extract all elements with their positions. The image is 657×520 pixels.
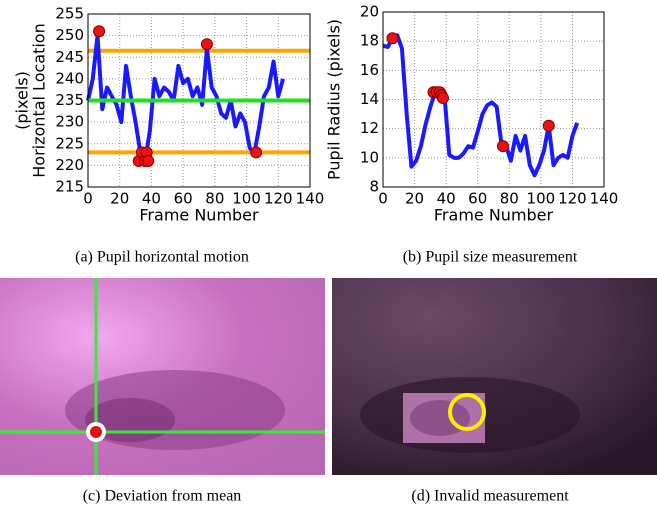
x-tick-label: 140 bbox=[296, 190, 325, 208]
plot-frame bbox=[382, 11, 605, 188]
marker bbox=[250, 146, 263, 159]
y-tick-label: 255 bbox=[55, 5, 84, 23]
marker bbox=[436, 92, 449, 105]
marker bbox=[496, 140, 509, 153]
marker bbox=[200, 38, 213, 51]
y-tick-label: 240 bbox=[55, 69, 84, 87]
x-tick-label: 0 bbox=[83, 190, 93, 208]
y-tick-label: 14 bbox=[360, 90, 379, 108]
y-tick-label: 8 bbox=[369, 178, 379, 196]
marker bbox=[142, 155, 155, 168]
x-tick-label: 60 bbox=[174, 190, 193, 208]
x-tick-label: 80 bbox=[500, 190, 519, 208]
x-tick-label: 80 bbox=[205, 190, 224, 208]
caption: (d) Invalid measurement bbox=[411, 488, 569, 505]
y-tick-label: 16 bbox=[360, 61, 379, 79]
y-tick-label: 10 bbox=[360, 148, 379, 166]
data-line bbox=[86, 33, 285, 164]
y-tick-label: 12 bbox=[360, 119, 379, 137]
y-tick-label: 245 bbox=[55, 48, 84, 66]
x-axis-label: Frame Number bbox=[139, 206, 259, 225]
marker bbox=[93, 25, 106, 38]
x-tick-label: 120 bbox=[264, 190, 293, 208]
plot-frame bbox=[87, 13, 311, 188]
x-tick-label: 100 bbox=[232, 190, 261, 208]
y-tick-label: 18 bbox=[360, 32, 379, 50]
y-tick-label: 235 bbox=[55, 91, 84, 109]
y-axis-label: Horizontal Location bbox=[30, 23, 49, 177]
caption: (b) Pupil size measurement bbox=[403, 249, 578, 266]
marker bbox=[542, 119, 555, 132]
x-tick-label: 40 bbox=[142, 190, 161, 208]
x-tick-label: 20 bbox=[405, 190, 424, 208]
y-tick-label: 215 bbox=[55, 178, 84, 196]
x-tick-label: 140 bbox=[590, 190, 619, 208]
x-tick-label: 120 bbox=[558, 190, 587, 208]
x-tick-label: 100 bbox=[527, 190, 556, 208]
caption: (c) Deviation from mean bbox=[83, 488, 242, 505]
y-axis-label: (pixels) bbox=[13, 71, 32, 130]
y-tick-label: 20 bbox=[360, 3, 379, 21]
y-axis-label: Pupil Radius (pixels) bbox=[325, 19, 344, 180]
eye-image-c bbox=[0, 278, 325, 475]
caption: (a) Pupil horizontal motion bbox=[75, 249, 249, 266]
y-tick-label: 230 bbox=[55, 113, 84, 131]
y-tick-label: 220 bbox=[55, 156, 84, 174]
x-tick-label: 0 bbox=[378, 190, 388, 208]
marker bbox=[386, 32, 399, 45]
x-tick-label: 60 bbox=[468, 190, 487, 208]
data-line bbox=[382, 33, 580, 178]
x-tick-label: 20 bbox=[110, 190, 129, 208]
x-tick-label: 40 bbox=[437, 190, 456, 208]
y-tick-label: 225 bbox=[55, 134, 84, 152]
eye-image-d bbox=[332, 278, 657, 475]
y-tick-label: 250 bbox=[55, 26, 84, 44]
x-axis-label: Frame Number bbox=[434, 206, 554, 225]
